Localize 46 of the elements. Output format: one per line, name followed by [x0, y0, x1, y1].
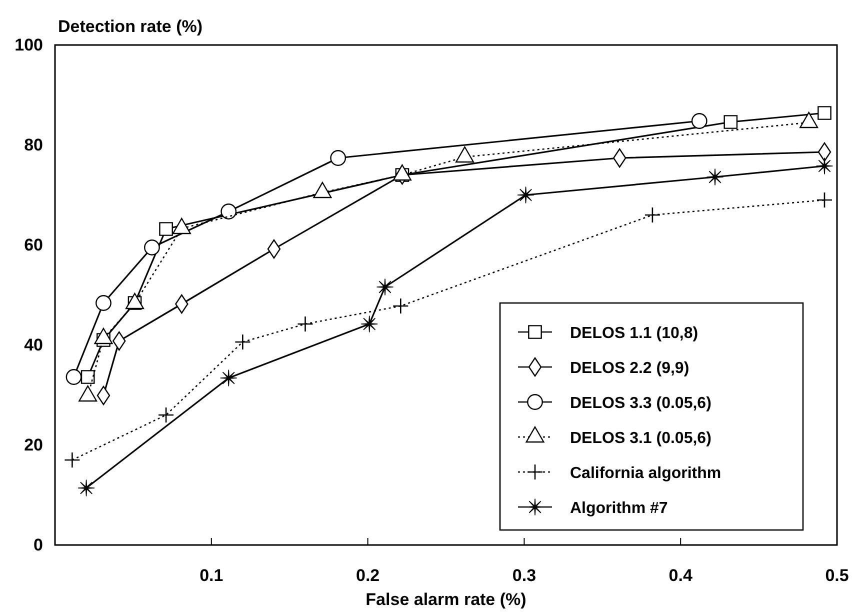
point	[96, 295, 112, 311]
y-tick-label: 0	[34, 535, 43, 554]
point	[80, 370, 95, 384]
point	[360, 316, 378, 332]
y-tick-label: 60	[24, 235, 43, 254]
x-axis-title: False alarm rate (%)	[366, 590, 526, 609]
point	[220, 204, 237, 220]
legend-label: DELOS 3.1 (0.05,6)	[570, 430, 712, 447]
point	[297, 316, 314, 332]
x-tick-label: 0.2	[356, 566, 380, 586]
point	[64, 452, 80, 468]
point	[376, 278, 394, 296]
point	[234, 334, 251, 350]
point	[78, 480, 95, 496]
point	[267, 239, 281, 259]
y-tick-label: 20	[24, 435, 43, 454]
x-tick-label: 0.1	[200, 566, 224, 586]
x-tick-label: 0.4	[668, 566, 693, 586]
legend-label: Algorithm #7	[570, 500, 668, 517]
x-tick-label: 0.3	[512, 566, 536, 586]
point	[818, 106, 832, 120]
y-axis-title: Detection rate (%)	[58, 17, 203, 36]
point	[158, 406, 174, 424]
point	[220, 370, 238, 386]
point	[818, 142, 832, 162]
point	[691, 113, 708, 129]
legend-label: DELOS 3.3 (0.05,6)	[570, 395, 712, 412]
point	[644, 206, 661, 224]
point	[706, 168, 724, 186]
legend-label: DELOS 1.1 (10,8)	[570, 325, 698, 342]
point	[159, 222, 173, 236]
point	[816, 158, 833, 174]
point	[66, 369, 82, 385]
point	[816, 192, 833, 208]
legend-label: DELOS 2.2 (9,9)	[570, 360, 690, 377]
y-tick-label: 80	[24, 135, 43, 154]
point	[330, 150, 346, 166]
legend-label: California algorithm	[570, 465, 722, 482]
y-tick-label: 100	[14, 35, 43, 54]
x-tick-label: 0.5	[825, 566, 849, 586]
point	[392, 298, 409, 314]
point	[96, 386, 110, 406]
point	[724, 115, 738, 129]
point	[144, 240, 160, 256]
point	[517, 186, 534, 204]
y-tick-label: 40	[24, 335, 43, 354]
